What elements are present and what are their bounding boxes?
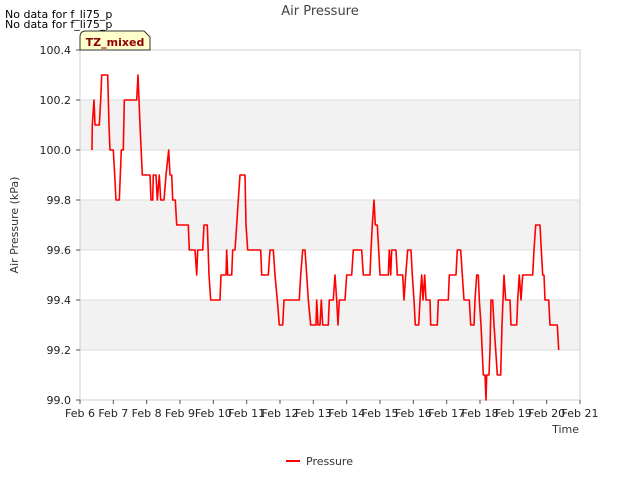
y-tick-label: 100.4 <box>40 44 72 57</box>
y-tick-label: 99.6 <box>47 244 72 257</box>
x-tick-label: Feb 14 <box>328 407 365 420</box>
x-tick-label: Feb 12 <box>262 407 299 420</box>
x-tick-label: Feb 20 <box>528 407 565 420</box>
no-data-notice: No data for f_li75_p <box>5 8 113 21</box>
legend-label: Pressure <box>306 455 353 468</box>
x-tick-label: Feb 15 <box>362 407 399 420</box>
y-tick-label: 99.8 <box>47 194 72 207</box>
x-tick-label: Feb 19 <box>495 407 532 420</box>
plot-frame <box>79 49 581 401</box>
band <box>80 100 580 150</box>
y-tick-label: 100.2 <box>40 94 72 107</box>
chart-title: Air Pressure <box>281 4 359 19</box>
x-tick-label: Feb 10 <box>195 407 232 420</box>
band <box>80 300 580 350</box>
y-axis-label: Air Pressure (kPa) <box>8 177 21 274</box>
x-tick-label: Feb 9 <box>165 407 195 420</box>
badge-box <box>79 30 151 51</box>
x-axis-label: Time <box>551 423 579 436</box>
series-line-pressure <box>91 74 560 401</box>
x-tick-label: Feb 13 <box>295 407 332 420</box>
y-tick-label: 99.4 <box>47 294 72 307</box>
tz-badge: TZ_mixed <box>79 30 151 51</box>
y-tick-label: 99.2 <box>47 344 72 357</box>
x-tick-label: Feb 18 <box>462 407 499 420</box>
x-tick-label: Feb 8 <box>132 407 162 420</box>
x-tick-label: Feb 7 <box>98 407 128 420</box>
y-tick-label: 100.0 <box>40 144 72 157</box>
legend: Pressure <box>286 455 353 468</box>
badge-label: TZ_mixed <box>86 36 145 49</box>
x-tick-label: Feb 21 <box>562 407 599 420</box>
y-tick-label: 99.0 <box>47 394 72 407</box>
x-tick-label: Feb 6 <box>65 407 95 420</box>
x-tick-label: Feb 16 <box>395 407 432 420</box>
x-tick-label: Feb 11 <box>228 407 265 420</box>
no-data-notice: No data for f_li75_p <box>5 18 113 31</box>
band <box>80 200 580 250</box>
x-tick-label: Feb 17 <box>428 407 465 420</box>
